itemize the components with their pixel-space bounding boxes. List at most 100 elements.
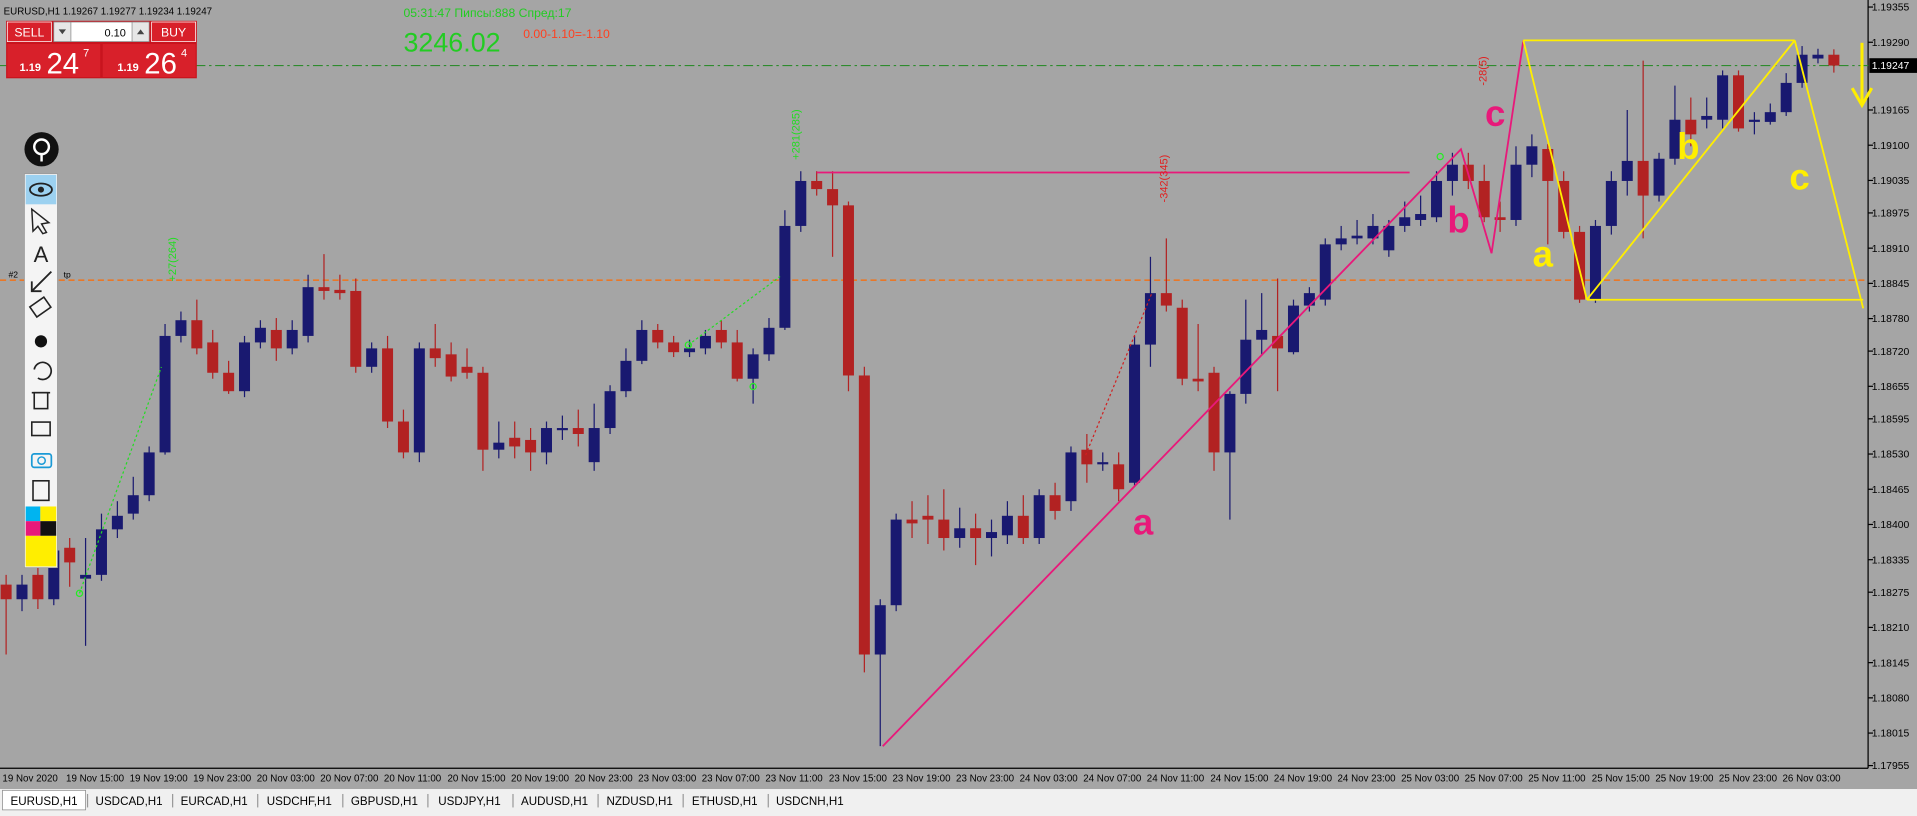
- candle-body: [1828, 54, 1840, 66]
- x-tick-label: 20 Nov 23:00: [575, 774, 634, 785]
- candle-body: [540, 428, 552, 453]
- candle-body: [1351, 235, 1363, 239]
- tab-label[interactable]: USDCHF,H1: [267, 795, 332, 808]
- candle-body: [842, 205, 854, 376]
- candle-body: [1081, 449, 1093, 465]
- tab-label[interactable]: GBPUSD,H1: [351, 795, 418, 808]
- tab[interactable]: [172, 790, 256, 810]
- x-tick-label: 24 Nov 23:00: [1337, 774, 1396, 785]
- candle-body: [207, 342, 219, 373]
- candle-body: [175, 320, 187, 336]
- tab-label[interactable]: ETHUSD,H1: [692, 795, 758, 808]
- candle-body: [1812, 54, 1824, 59]
- x-tick-label: 23 Nov 07:00: [702, 774, 761, 785]
- tab[interactable]: [598, 790, 682, 810]
- candle-body: [1303, 293, 1315, 306]
- toolbar-logo[interactable]: [24, 132, 59, 167]
- color-cyan[interactable]: [25, 506, 41, 522]
- candle-body: [1510, 164, 1522, 220]
- tab-label[interactable]: USDCNH,H1: [776, 795, 844, 808]
- tab[interactable]: [87, 790, 171, 810]
- lot-up-icon: [136, 29, 145, 35]
- yellow-wave: [1522, 39, 1865, 309]
- bid-point: 7: [83, 47, 89, 59]
- candle-body: [1287, 305, 1299, 353]
- color-magenta[interactable]: [25, 521, 41, 536]
- tool-cursor[interactable]: [30, 207, 51, 235]
- candle-body: [922, 515, 934, 520]
- trade-annotation: +281(285): [791, 109, 803, 159]
- tool-text[interactable]: A: [34, 242, 49, 267]
- candle-body: [747, 354, 759, 379]
- color-black[interactable]: [40, 521, 57, 536]
- tab[interactable]: [2, 789, 86, 811]
- y-tick-label: 1.19290: [1872, 38, 1910, 49]
- order-label: #2: [9, 270, 19, 280]
- wave-label: b: [1447, 199, 1469, 240]
- x-tick-label: 19 Nov 23:00: [193, 774, 252, 785]
- candle-body: [1399, 217, 1411, 226]
- candle-body: [1017, 515, 1029, 539]
- x-tick-label: 25 Nov 03:00: [1401, 774, 1460, 785]
- candle-body: [620, 360, 632, 392]
- tab[interactable]: [427, 790, 512, 810]
- tab-label[interactable]: EURCAD,H1: [181, 795, 248, 808]
- trade-marker: [749, 382, 757, 391]
- x-tick-label: 24 Nov 11:00: [1147, 774, 1205, 785]
- bid-pips: 24: [46, 47, 79, 80]
- candle-body: [1256, 329, 1268, 340]
- profit: 0.00-1.10=-1.10: [523, 27, 610, 41]
- candle-body: [493, 442, 505, 450]
- sell-button[interactable]: [6, 21, 52, 42]
- tab-label[interactable]: USDJPY,H1: [438, 795, 500, 808]
- sell-label[interactable]: SELL: [14, 26, 44, 40]
- tab[interactable]: [768, 790, 852, 810]
- x-tick-label: 23 Nov 03:00: [638, 774, 697, 785]
- tab-label[interactable]: EURUSD,H1: [10, 795, 77, 808]
- tool-dot[interactable]: [34, 335, 48, 348]
- buy-button[interactable]: [151, 21, 196, 42]
- tool-screenshot[interactable]: [30, 453, 53, 469]
- lot-value[interactable]: 0.10: [105, 28, 126, 40]
- tab[interactable]: [257, 790, 341, 810]
- down-arrow: [1850, 42, 1874, 109]
- ask-box[interactable]: [102, 44, 196, 78]
- candle-body: [16, 584, 28, 600]
- tab-label[interactable]: AUDUSD,H1: [521, 795, 588, 808]
- candle-body: [1589, 225, 1601, 300]
- candle-body: [1160, 293, 1172, 306]
- tab[interactable]: [683, 790, 767, 810]
- tool-clipboard[interactable]: [32, 479, 50, 502]
- buy-label[interactable]: BUY: [161, 26, 186, 40]
- candle-body: [668, 342, 680, 353]
- tool-eraser[interactable]: [28, 296, 52, 319]
- tab[interactable]: [342, 790, 426, 810]
- trade-panel: SELL 0.10 BUY 1.19 24 7 1.19 26 4: [6, 20, 197, 80]
- candle-body: [413, 348, 425, 453]
- candle-body: [938, 519, 950, 539]
- candle-body: [286, 329, 298, 349]
- tool-template[interactable]: [30, 421, 51, 437]
- draw-toolbar: A: [24, 132, 59, 569]
- candle-body: [191, 320, 203, 349]
- candle-body: [48, 550, 60, 600]
- x-tick-label: 19 Nov 15:00: [66, 774, 125, 785]
- chart-background: [0, 0, 1917, 790]
- y-tick-label: 1.18845: [1872, 279, 1910, 290]
- wave-label: c: [1485, 93, 1505, 134]
- tab[interactable]: [512, 790, 597, 810]
- x-tick-label: 20 Nov 03:00: [257, 774, 316, 785]
- bid-box[interactable]: [7, 44, 101, 78]
- symbol-info: EURUSD,H1 1.19267 1.19277 1.19234 1.1924…: [4, 7, 212, 18]
- tab-label[interactable]: NZDUSD,H1: [606, 795, 672, 808]
- tool-undo[interactable]: [33, 361, 53, 381]
- tab-label[interactable]: USDCAD,H1: [96, 795, 163, 808]
- tool-arrow[interactable]: [31, 270, 52, 292]
- candle-body: [779, 225, 791, 328]
- candle-body: [1144, 293, 1156, 345]
- candle-body: [1033, 495, 1045, 539]
- color-yellow[interactable]: [40, 506, 57, 522]
- y-tick-label: 1.19165: [1872, 106, 1910, 117]
- candle-body: [239, 342, 251, 392]
- color-current[interactable]: [25, 535, 57, 567]
